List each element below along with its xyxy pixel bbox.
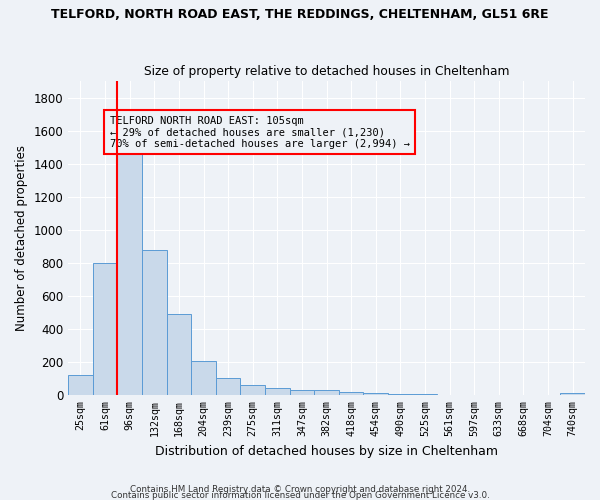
Bar <box>167 314 191 396</box>
Bar <box>241 384 265 396</box>
Title: Size of property relative to detached houses in Cheltenham: Size of property relative to detached ho… <box>144 66 509 78</box>
Text: Contains HM Land Registry data © Crown copyright and database right 2024.: Contains HM Land Registry data © Crown c… <box>130 484 470 494</box>
Bar <box>142 250 167 396</box>
Bar <box>118 149 142 396</box>
Bar <box>314 390 339 396</box>
Bar <box>413 394 437 396</box>
Bar <box>68 374 93 396</box>
Bar <box>93 263 118 396</box>
Text: TELFORD, NORTH ROAD EAST, THE REDDINGS, CHELTENHAM, GL51 6RE: TELFORD, NORTH ROAD EAST, THE REDDINGS, … <box>51 8 549 20</box>
Bar <box>364 393 388 396</box>
Text: TELFORD NORTH ROAD EAST: 105sqm
← 29% of detached houses are smaller (1,230)
70%: TELFORD NORTH ROAD EAST: 105sqm ← 29% of… <box>110 116 410 149</box>
Bar <box>560 393 585 396</box>
Bar <box>191 362 216 396</box>
Text: Contains public sector information licensed under the Open Government Licence v3: Contains public sector information licen… <box>110 490 490 500</box>
Bar <box>216 378 241 396</box>
Bar <box>339 392 364 396</box>
Bar <box>388 394 413 396</box>
X-axis label: Distribution of detached houses by size in Cheltenham: Distribution of detached houses by size … <box>155 444 498 458</box>
Bar <box>290 390 314 396</box>
Y-axis label: Number of detached properties: Number of detached properties <box>15 145 28 331</box>
Bar <box>265 388 290 396</box>
